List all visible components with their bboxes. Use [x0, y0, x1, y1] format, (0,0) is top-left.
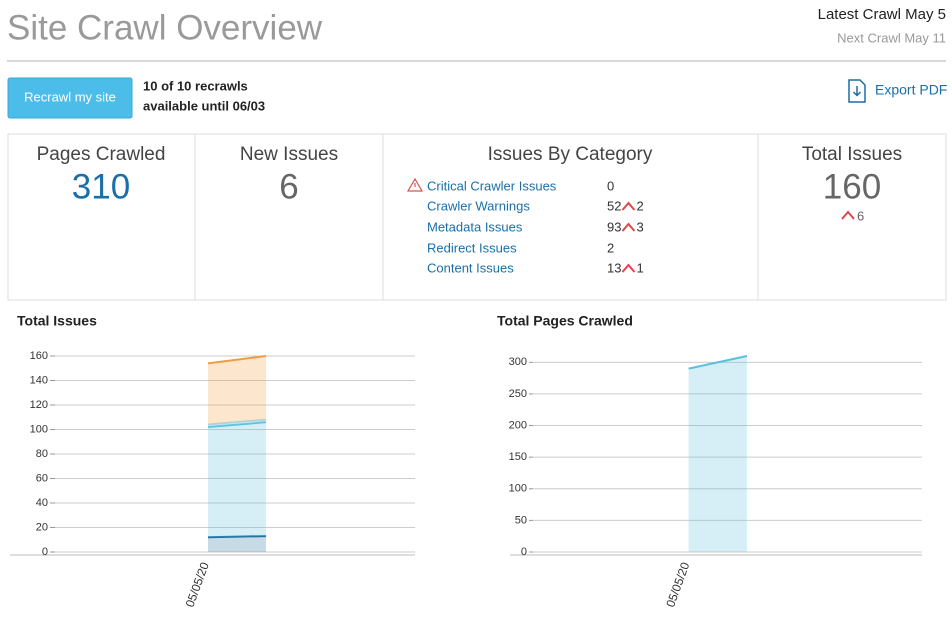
y-tick-label: 20: [36, 521, 48, 533]
change-caret: [621, 222, 636, 232]
y-tick-label: 150: [509, 451, 527, 463]
area-line: [207, 355, 267, 365]
stat-label: New Issues: [240, 144, 338, 165]
y-tick-label: 0: [521, 546, 527, 558]
chart-title: Total Pages Crawled: [497, 313, 633, 329]
stats-box: [7, 133, 947, 301]
y-tick-label: 50: [515, 514, 527, 526]
x-tick-label: 05/05/20: [663, 560, 692, 609]
y-tick-label: 60: [36, 472, 48, 484]
y-tick-label: 160: [30, 350, 48, 362]
stat-label: Pages Crawled: [37, 144, 166, 165]
y-tick-label: 300: [509, 356, 527, 368]
x-tick-label: 05/05/20: [183, 560, 212, 609]
recrawl-info: 10 of 10 recrawls: [143, 78, 248, 93]
stat-value: 160: [823, 167, 881, 206]
y-tick-label: 0: [42, 546, 48, 558]
area-line: [207, 535, 266, 539]
stat-value: 310: [72, 167, 130, 206]
change-caret: [841, 210, 855, 220]
area-line: [207, 418, 267, 426]
issue-name[interactable]: Content Issues: [427, 260, 514, 275]
next-crawl: Next Crawl May 11: [837, 30, 946, 45]
issue-change: 3: [636, 219, 643, 234]
y-tick-label: 100: [509, 483, 527, 495]
y-tick-label: 120: [30, 399, 48, 411]
export-pdf[interactable]: Export PDF: [848, 79, 947, 103]
y-tick-label: 80: [36, 448, 48, 460]
stat-value: 6: [279, 167, 298, 206]
issue-change: 1: [636, 260, 643, 275]
area: [208, 422, 266, 538]
issue-count: 2: [607, 240, 614, 255]
stat-label: Total Issues: [802, 144, 902, 165]
issue-name[interactable]: Crawler Warnings: [427, 198, 530, 213]
pdf-icon[interactable]: [848, 79, 866, 103]
area: [208, 536, 266, 552]
change-caret: [621, 201, 636, 211]
issue-count: 0: [607, 178, 614, 193]
issue-name[interactable]: Critical Crawler Issues: [427, 178, 557, 193]
area-line: [688, 355, 748, 370]
y-tick-label: 140: [30, 374, 48, 386]
change-caret: [621, 263, 636, 273]
chart-title: Total Issues: [17, 313, 97, 329]
y-tick-label: 100: [30, 423, 48, 435]
y-tick-label: 200: [509, 419, 527, 431]
issue-count: 93: [607, 219, 621, 234]
pdf-icon-arrow[interactable]: [852, 86, 862, 97]
issue-name[interactable]: Metadata Issues: [427, 219, 523, 234]
export-label[interactable]: Export PDF: [875, 82, 947, 98]
button-bg[interactable]: [7, 77, 133, 119]
stat-change: 6: [857, 208, 864, 223]
area-line: [207, 421, 267, 429]
y-tick-label: 250: [509, 388, 527, 400]
issues-title: Issues By Category: [488, 144, 653, 165]
issue-name[interactable]: Redirect Issues: [427, 240, 517, 255]
recrawl-button[interactable]: Recrawl my site: [7, 77, 133, 119]
area: [208, 356, 266, 425]
button-label[interactable]: Recrawl my site: [24, 89, 116, 104]
issue-count: 13: [607, 260, 621, 275]
page-title: Site Crawl Overview: [7, 8, 323, 47]
y-tick-label: 40: [36, 497, 48, 509]
area: [688, 356, 747, 552]
issue-change: 2: [636, 198, 643, 213]
latest-crawl: Latest Crawl May 5: [818, 6, 946, 23]
warning-icon: [406, 177, 424, 192]
recrawl-info: available until 06/03: [143, 98, 265, 113]
issue-count: 52: [607, 198, 621, 213]
